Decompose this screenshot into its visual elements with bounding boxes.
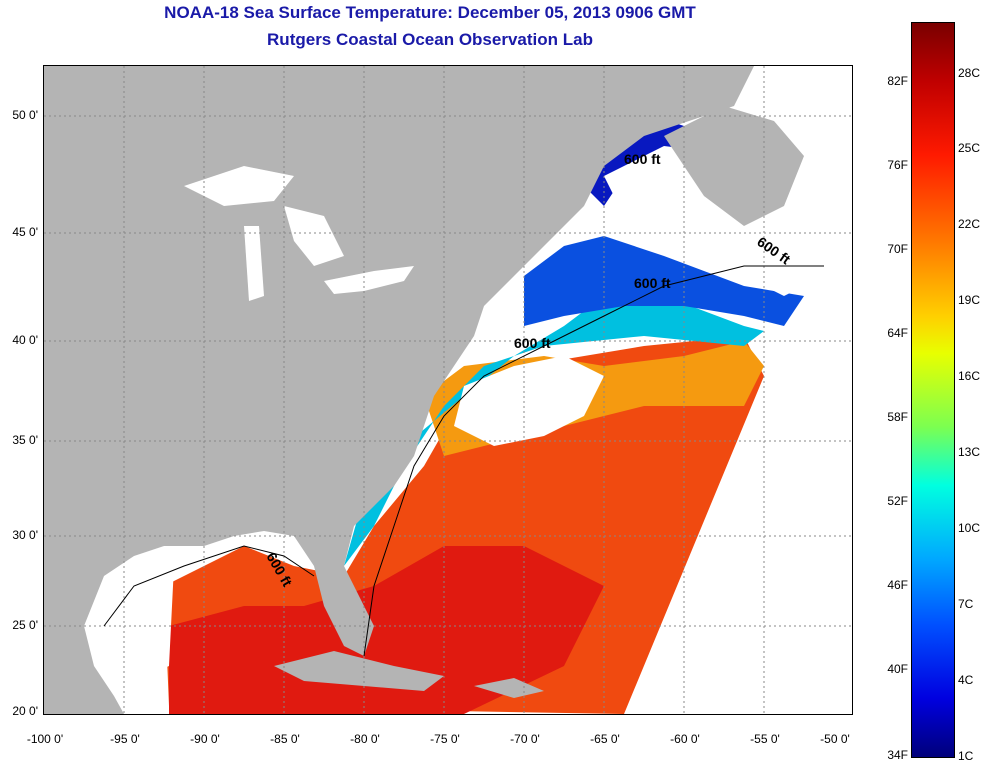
lat-tick: 50 0' xyxy=(12,108,38,122)
lake-huron xyxy=(284,206,344,266)
lon-tick: -70 0' xyxy=(510,732,540,746)
lake-superior xyxy=(184,166,294,206)
colorbar-f-label: 76F xyxy=(887,158,908,172)
colorbar-f-label: 64F xyxy=(887,326,908,340)
colorbar-c-label: 25C xyxy=(958,141,981,155)
map-subtitle: Rutgers Coastal Ocean Observation Lab xyxy=(267,30,593,49)
land-newfoundland-region xyxy=(664,106,804,226)
lon-tick: -90 0' xyxy=(190,732,220,746)
lat-tick: 40 0' xyxy=(12,333,38,347)
colorbar-c-label: 22C xyxy=(958,217,981,231)
colorbar-c-label: 16C xyxy=(958,369,981,383)
colorbar-f-label: 52F xyxy=(887,494,908,508)
colorbar-f-label: 82F xyxy=(887,74,908,88)
lat-tick: 20 0' xyxy=(12,704,38,718)
lon-tick: -85 0' xyxy=(270,732,300,746)
cold-water-north xyxy=(524,236,804,326)
cloud-patch-mid xyxy=(454,356,604,446)
colorbar-f-label: 58F xyxy=(887,410,908,424)
land-hispaniola xyxy=(474,678,544,698)
lon-tick: -60 0' xyxy=(670,732,700,746)
lake-erie-ontario xyxy=(324,266,414,294)
contour-label-labrador: 600 ft xyxy=(624,151,661,167)
isobath-600ft-gulf xyxy=(103,545,315,627)
lat-tick: 35 0' xyxy=(12,433,38,447)
land-north-america xyxy=(44,66,754,714)
temperature-colorbar xyxy=(911,22,955,758)
colorbar-f-label: 40F xyxy=(887,662,908,676)
lon-tick: -80 0' xyxy=(350,732,380,746)
sst-map-canvas: 600 ft 600 ft 600 ft 600 ft 600 ft xyxy=(44,66,852,714)
isobath-600ft xyxy=(363,265,824,657)
map-title: NOAA-18 Sea Surface Temperature: Decembe… xyxy=(164,3,696,22)
colorbar-c-label: 10C xyxy=(958,521,981,535)
lon-tick: -65 0' xyxy=(590,732,620,746)
colorbar-c-label: 1C xyxy=(958,749,974,763)
colorbar-c-label: 13C xyxy=(958,445,981,459)
colorbar-c-label: 7C xyxy=(958,597,974,611)
colorbar-f-label: 34F xyxy=(887,748,908,762)
graticule xyxy=(44,66,852,714)
cool-shelf-water xyxy=(344,296,764,566)
lon-tick: -55 0' xyxy=(750,732,780,746)
colorbar-c-label: 28C xyxy=(958,66,981,80)
contour-label-hatteras: 600 ft xyxy=(514,335,551,351)
colorbar-f-label: 70F xyxy=(887,242,908,256)
lon-tick: -100 0' xyxy=(26,732,64,746)
lat-tick: 25 0' xyxy=(12,618,38,632)
lat-tick: 45 0' xyxy=(12,225,38,239)
lon-tick: -75 0' xyxy=(430,732,460,746)
land-cuba xyxy=(274,651,444,691)
lon-tick: -50 0' xyxy=(820,732,850,746)
contour-label-nova-scotia: 600 ft xyxy=(634,275,671,291)
hot-water-region xyxy=(169,546,604,714)
lake-michigan xyxy=(244,226,264,301)
lat-tick: 30 0' xyxy=(12,528,38,542)
lon-tick: -95 0' xyxy=(110,732,140,746)
colorbar-f-label: 46F xyxy=(887,578,908,592)
colorbar-c-label: 4C xyxy=(958,673,974,687)
colorbar-c-label: 19C xyxy=(958,293,981,307)
sst-map: 600 ft 600 ft 600 ft 600 ft 600 ft xyxy=(43,65,853,715)
